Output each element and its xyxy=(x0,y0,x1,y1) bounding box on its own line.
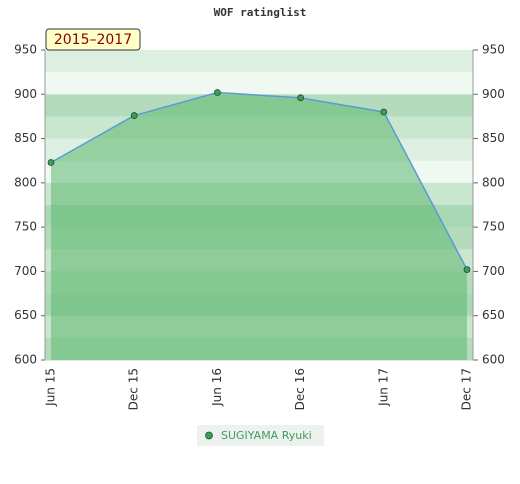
y-tick-label: 850 xyxy=(14,131,37,145)
y-tick-label: 600 xyxy=(14,353,37,367)
x-tick-label: Jun 16 xyxy=(210,368,224,407)
y-tick-label: 800 xyxy=(14,175,37,189)
chart-title: WOF ratinglist xyxy=(214,6,307,19)
marker xyxy=(380,108,388,116)
grid-band xyxy=(45,50,473,73)
y2-tick-label: 650 xyxy=(482,308,505,322)
grid-band xyxy=(45,72,473,95)
badge-box xyxy=(45,28,141,51)
legend-label: SUGIYAMA Ryuki xyxy=(221,429,312,442)
y2-tick-label: 600 xyxy=(482,353,505,367)
line xyxy=(50,91,468,271)
y-tick-label: 750 xyxy=(14,220,37,234)
x-tick-label: Jun 17 xyxy=(376,368,390,407)
marker xyxy=(47,159,55,166)
y2-tick-label: 950 xyxy=(482,43,505,57)
badge: 2015–2017 xyxy=(54,32,132,48)
y-tick-label: 900 xyxy=(14,87,37,101)
x-tick-label: Dec 17 xyxy=(460,368,474,410)
y2-tick-label: 750 xyxy=(482,220,505,234)
y2-tick-label: 850 xyxy=(482,131,505,145)
plot-area xyxy=(45,50,473,361)
x-tick-label: Dec 15 xyxy=(127,368,141,410)
x-tick-label: Dec 16 xyxy=(293,368,307,410)
x-tick-label: Jun 15 xyxy=(44,368,58,407)
legend-box xyxy=(197,425,324,446)
y-tick-label: 950 xyxy=(14,43,37,57)
y-tick-label: 700 xyxy=(14,264,37,278)
marker xyxy=(130,112,138,119)
y-tick-label: 650 xyxy=(14,308,37,322)
area xyxy=(51,92,467,360)
marker xyxy=(297,94,305,102)
y2-tick-label: 900 xyxy=(482,87,505,101)
y2-tick-label: 700 xyxy=(482,264,505,278)
legend-marker xyxy=(205,431,213,440)
marker xyxy=(463,266,471,274)
marker xyxy=(213,89,221,96)
y2-tick-label: 800 xyxy=(482,175,505,189)
